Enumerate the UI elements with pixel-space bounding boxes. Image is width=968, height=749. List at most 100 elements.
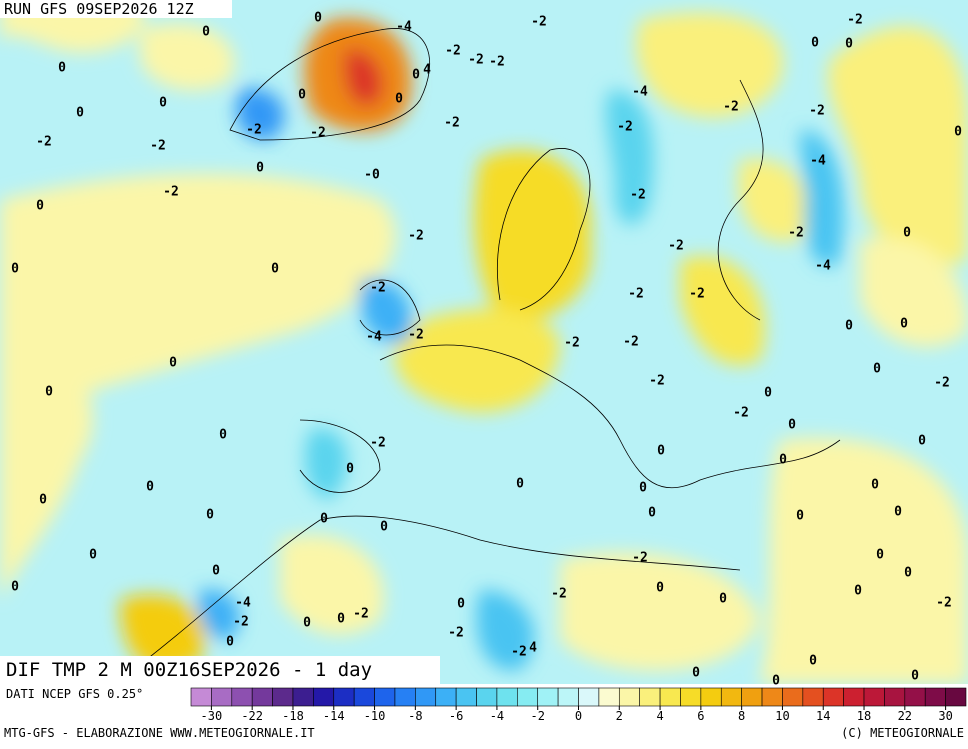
contour-label: 0 [657, 444, 665, 459]
contour-label: -2 [847, 13, 863, 28]
contour-label: 4 [529, 641, 537, 656]
contour-label: 4 [423, 63, 431, 78]
legend-tick-label: -18 [282, 709, 304, 723]
legend-swatch [394, 687, 416, 707]
contour-label: 0 [648, 506, 656, 521]
contour-label: -2 [246, 123, 262, 138]
contour-label: -2 [632, 551, 648, 566]
legend-tick-label: 10 [775, 709, 789, 723]
contour-label: 0 [516, 477, 524, 492]
contour-label: 0 [76, 106, 84, 121]
contour-labels: 0 -4 -2 -2 0 0 0 -2 -2 0 4 0 -2 -4 0 0 0 -2 -2 0 -2 -2 -2 -2 -2 -… [11, 11, 962, 689]
contour-label: -2 [353, 607, 369, 622]
contour-label: 0 [788, 418, 796, 433]
legend-tick-label: 22 [898, 709, 912, 723]
contour-label: 0 [811, 36, 819, 51]
footer-right: (C) METEOGIORNALE [841, 726, 964, 740]
contour-label: 0 [854, 584, 862, 599]
contour-label: -2 [150, 139, 166, 154]
legend-swatch [822, 687, 844, 707]
contour-label: 0 [89, 548, 97, 563]
legend-swatch [496, 687, 518, 707]
run-label: RUN GFS 09SEP2026 12Z [4, 0, 194, 18]
contour-label: 0 [692, 666, 700, 681]
legend-swatch [211, 687, 233, 707]
contour-label: 0 [911, 669, 919, 684]
legend-swatch [741, 687, 763, 707]
legend-swatch [557, 687, 579, 707]
contour-label: -2 [649, 374, 665, 389]
contour-label: 0 [11, 262, 19, 277]
legend-tick-label: 2 [616, 709, 623, 723]
contour-label: 0 [845, 319, 853, 334]
contour-label: -2 [623, 335, 639, 350]
contour-label: -2 [445, 44, 461, 59]
contour-label: -4 [366, 330, 382, 345]
field-label: DIF TMP 2 M 00Z16SEP2026 - 1 day [6, 659, 372, 681]
legend-swatch [292, 687, 314, 707]
contour-label: -2 [617, 120, 633, 135]
contour-label: -2 [531, 15, 547, 30]
contour-label: -2 [551, 587, 567, 602]
contour-label: 0 [900, 317, 908, 332]
contour-label: 0 [212, 564, 220, 579]
legend-tick-label: -10 [364, 709, 386, 723]
contour-label: 0 [206, 508, 214, 523]
contour-label: 0 [918, 434, 926, 449]
legend-swatch [924, 687, 946, 707]
legend-swatch [659, 687, 681, 707]
contour-label: 0 [457, 597, 465, 612]
contour-label: -4 [396, 20, 412, 35]
contour-label: 0 [796, 509, 804, 524]
contour-label: -4 [810, 154, 826, 169]
contour-label: 0 [45, 385, 53, 400]
legend-swatch [537, 687, 559, 707]
contour-label: 0 [395, 92, 403, 107]
contour-label: -2 [564, 336, 580, 351]
contour-label: 0 [871, 478, 879, 493]
source-label: DATI NCEP GFS 0.25° [6, 687, 143, 701]
contour-label: 0 [271, 262, 279, 277]
map-field [0, 0, 968, 684]
contour-label: 0 [146, 480, 154, 495]
legend-swatch [415, 687, 437, 707]
legend-tick-label: -22 [241, 709, 263, 723]
legend-swatch [802, 687, 824, 707]
legend-swatch [251, 687, 273, 707]
legend-tick-label: 30 [938, 709, 952, 723]
contour-label: 0 [954, 125, 962, 140]
legend-swatch [782, 687, 804, 707]
legend-swatch [761, 687, 783, 707]
contour-label: -2 [233, 615, 249, 630]
field-box [0, 656, 440, 684]
legend-swatch [618, 687, 640, 707]
contour-label: -2 [668, 239, 684, 254]
legend-swatch [598, 687, 620, 707]
contour-label: -2 [934, 376, 950, 391]
contour-label: -2 [408, 328, 424, 343]
run-box [0, 0, 232, 18]
contour-label: 0 [219, 428, 227, 443]
legend-tick-label: -30 [201, 709, 223, 723]
contour-label: -2 [370, 436, 386, 451]
contour-label: 0 [772, 674, 780, 689]
contour-label: 0 [779, 453, 787, 468]
contour-label: -4 [815, 259, 831, 274]
coastlines [119, 28, 841, 681]
legend-tick-label: -6 [449, 709, 463, 723]
legend-tick-label: 18 [857, 709, 871, 723]
legend-tick-label: 4 [656, 709, 663, 723]
legend-swatch [272, 687, 294, 707]
contour-label: -2 [444, 116, 460, 131]
contour-label: -2 [163, 185, 179, 200]
legend-swatch [374, 687, 396, 707]
contour-label: 0 [58, 61, 66, 76]
legend-tick-label: -14 [323, 709, 345, 723]
legend-swatch [945, 687, 967, 707]
legend-swatch [904, 687, 926, 707]
contour-label: -2 [809, 104, 825, 119]
contour-label: 0 [845, 37, 853, 52]
legend-swatch [231, 687, 253, 707]
contour-label: 0 [904, 566, 912, 581]
legend-tick-label: 8 [738, 709, 745, 723]
